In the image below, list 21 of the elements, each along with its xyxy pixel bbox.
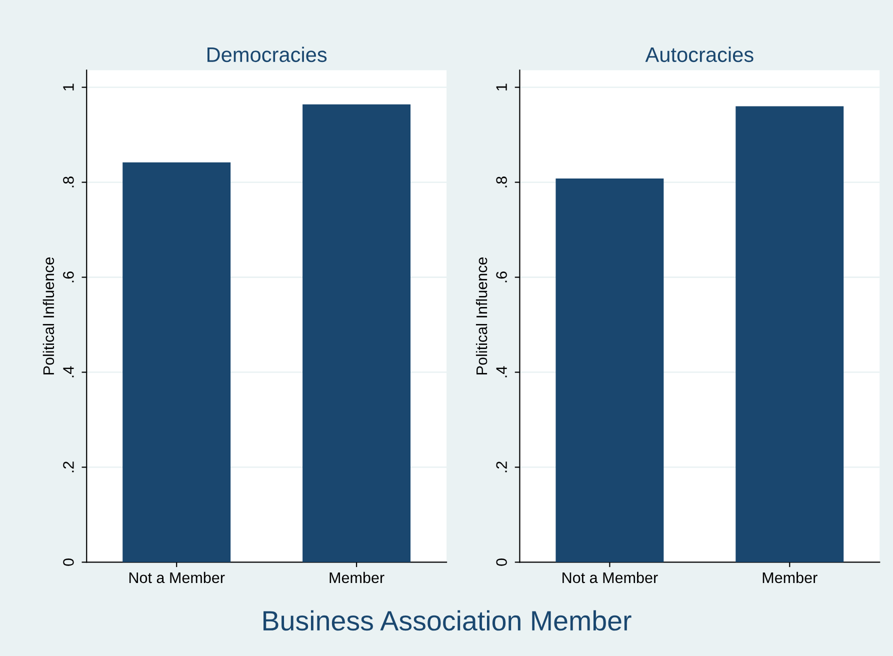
x-tick-label: Member xyxy=(762,572,818,584)
y-tick-label: .2 xyxy=(496,462,507,472)
y-tick-label: 1 xyxy=(63,84,74,90)
y-tick-label: .2 xyxy=(63,462,74,472)
y-tick-label: .4 xyxy=(496,366,507,378)
x-tick-label: Not a Member xyxy=(562,572,658,584)
chart-title: Autocracies xyxy=(645,46,754,62)
y-tick-label: .4 xyxy=(63,366,74,378)
y-axis-title: Political Influence xyxy=(476,257,488,374)
text: Business Association Member xyxy=(264,610,632,631)
y-tick-label: .8 xyxy=(63,176,74,188)
y-axis-title: Political Influence xyxy=(42,257,54,374)
y-tick-label: .8 xyxy=(496,176,507,188)
x-tick-label: Not a Member xyxy=(129,572,225,584)
y-tick-label: 0 xyxy=(496,558,507,566)
y-tick-label: 1 xyxy=(496,84,507,90)
chart-title: Democracies xyxy=(207,46,327,62)
y-tick-label: .6 xyxy=(496,272,507,282)
x-tick-label: Member xyxy=(330,572,384,584)
y-tick-label: .6 xyxy=(63,272,74,282)
y-tick-label: 0 xyxy=(63,558,74,566)
